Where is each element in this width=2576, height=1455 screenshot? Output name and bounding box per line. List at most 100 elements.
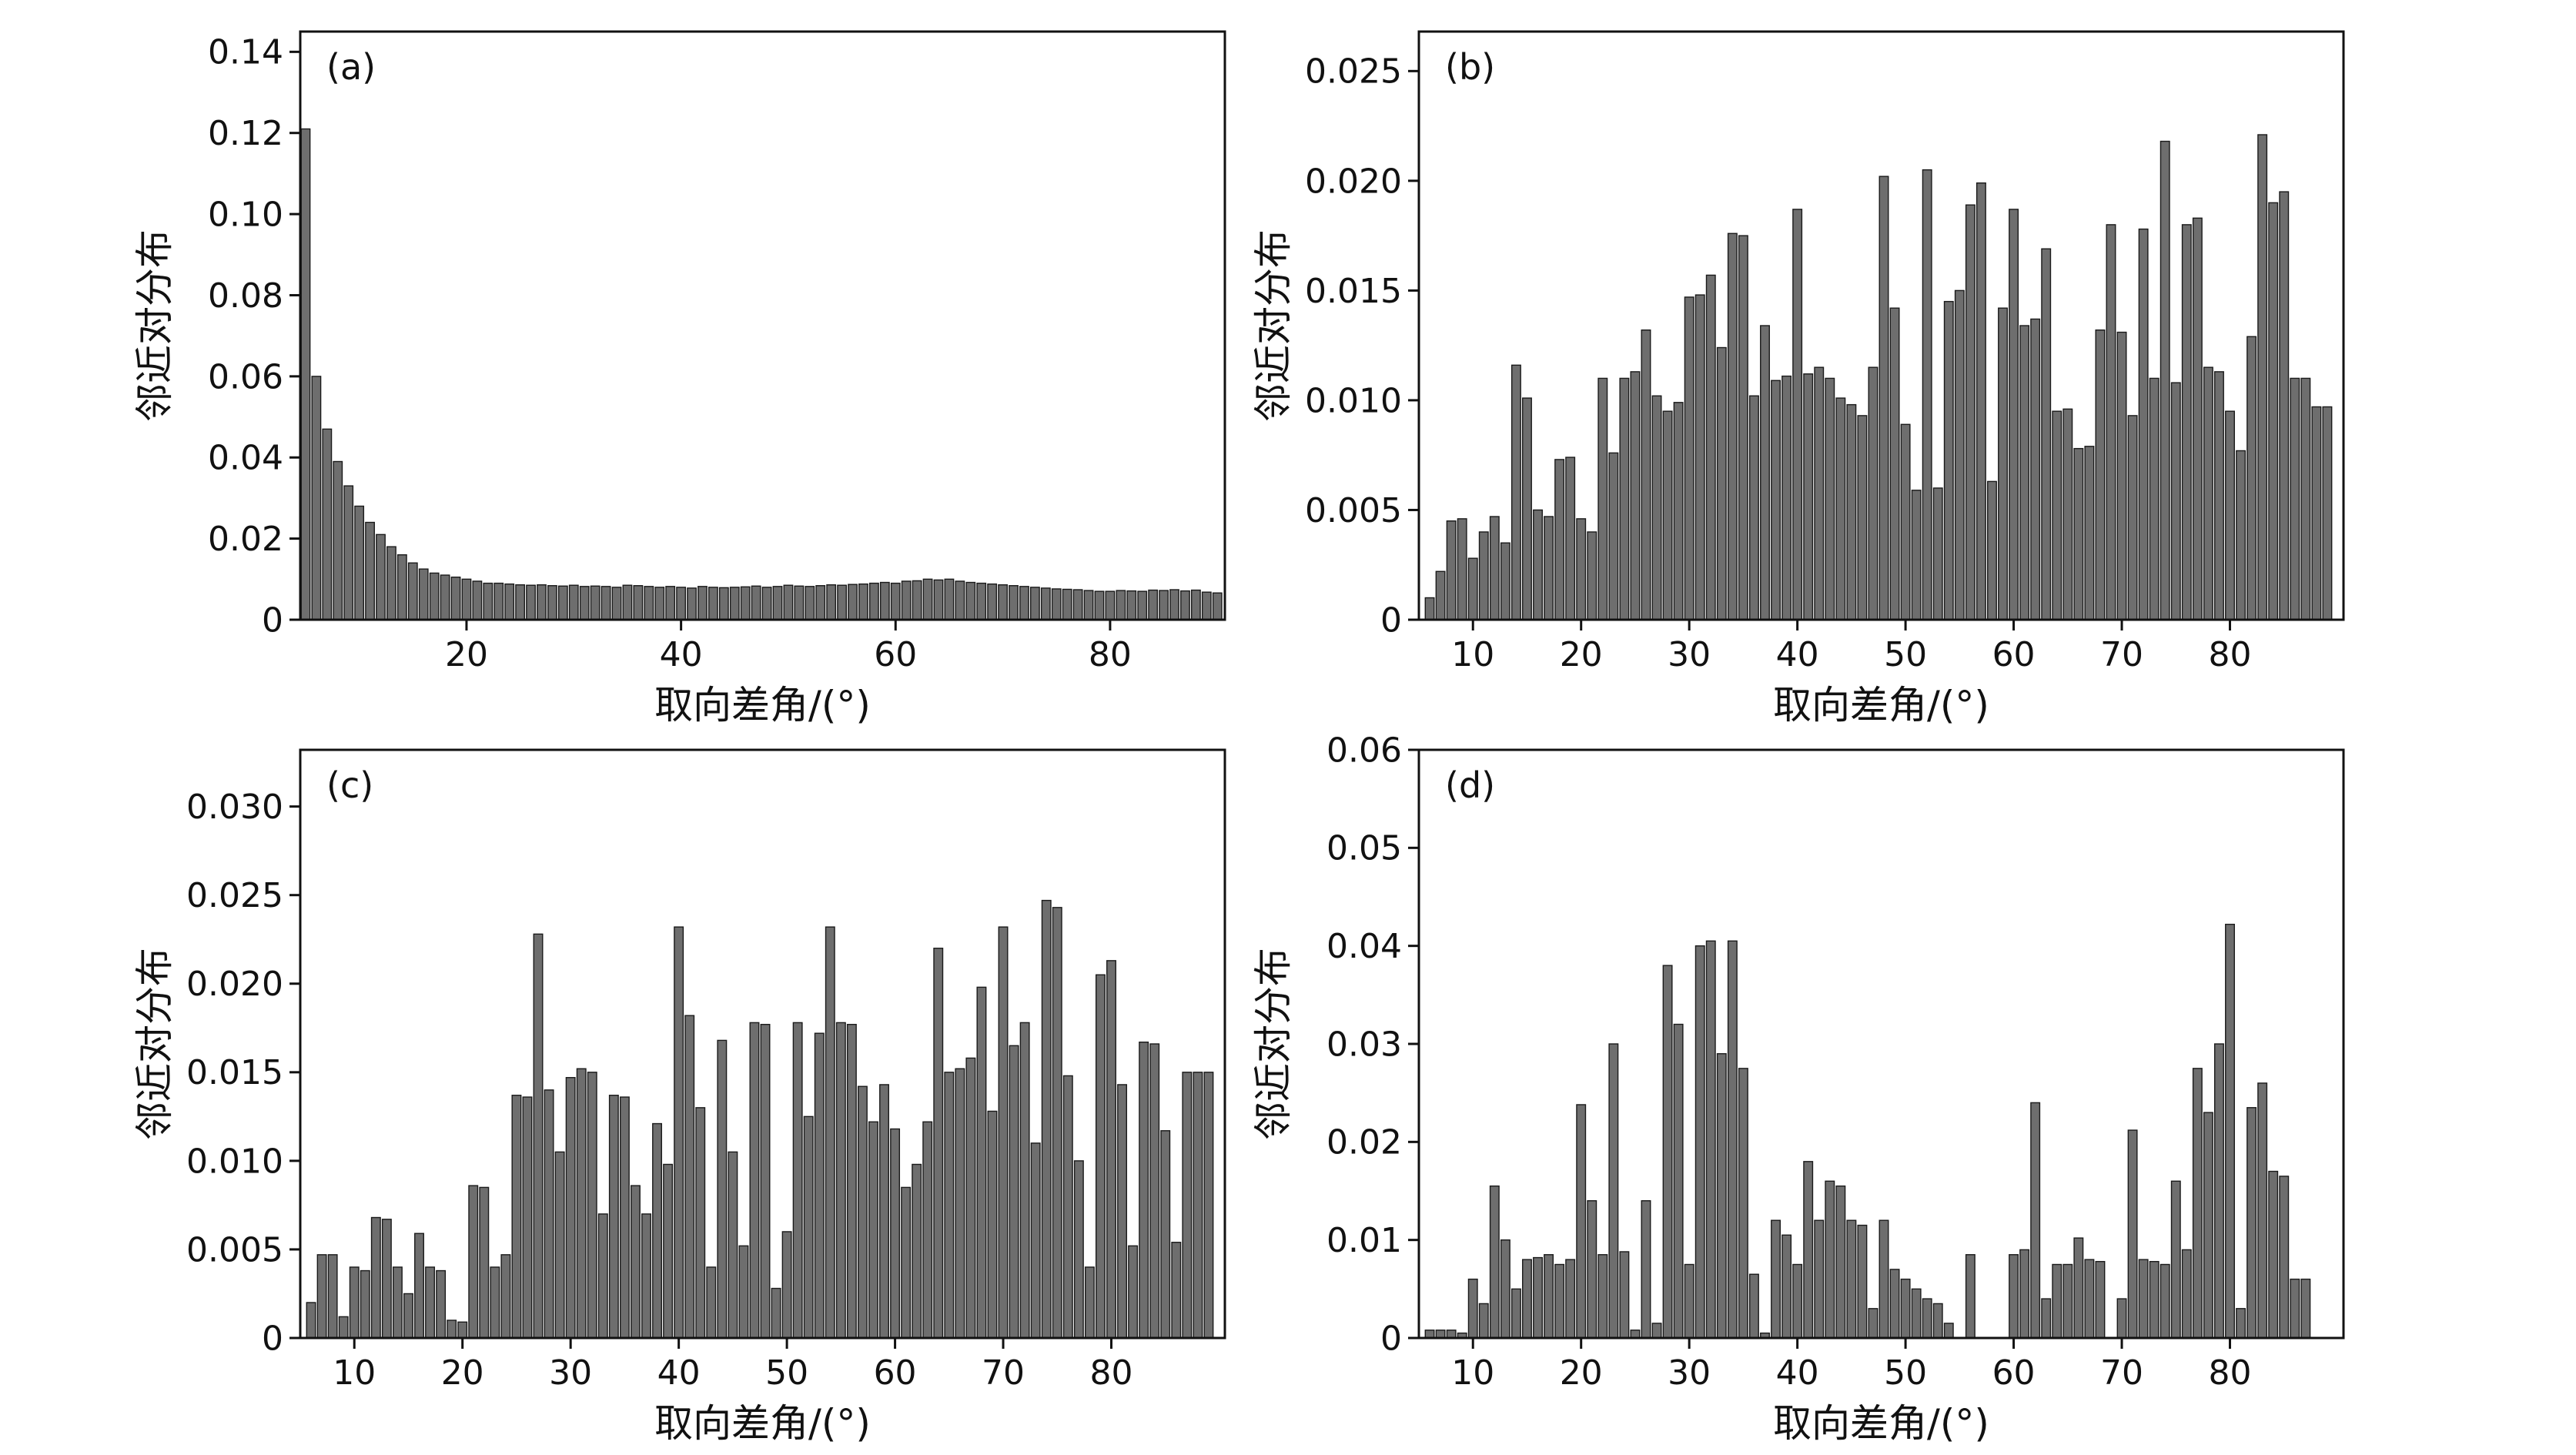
histogram-bar: [418, 568, 429, 620]
histogram-bar: [1203, 1071, 1214, 1339]
histogram-bar: [749, 1022, 760, 1339]
histogram-bar: [826, 584, 837, 620]
histogram-bar: [2052, 410, 2062, 620]
histogram-bar: [652, 1122, 663, 1339]
panel-d: 0 0.01 0.02 0.03 0.04 0.05 0.06 10 20 30 40 50 60 70 8…: [1242, 730, 2360, 1448]
histogram-panel-c: 0 0.005 0.010 0.015 0.020 0.025 0.030 10 20 30 40 5…: [132, 748, 1226, 1446]
histogram-bar: [2246, 336, 2257, 620]
histogram-bar: [1072, 589, 1083, 620]
histogram-bar: [835, 1022, 846, 1339]
histogram-bar: [436, 1269, 447, 1339]
histogram-bar: [1116, 590, 1126, 620]
histogram-bar: [684, 1015, 695, 1339]
histogram-bar: [1684, 1263, 1694, 1339]
x-tick-label: 10: [1451, 635, 1494, 674]
histogram-bar: [2300, 1278, 2311, 1339]
histogram-bar: [2041, 1298, 2052, 1339]
panel-a: 0 0.02 0.04 0.06 0.08 0.10 0.12 0.14 20 40 60 80 (a)…: [123, 12, 1242, 730]
histogram-bar: [1062, 589, 1072, 620]
x-tick-label: 50: [765, 1353, 808, 1393]
histogram-bar: [306, 1302, 316, 1339]
histogram-bar: [794, 585, 805, 620]
histogram-bar: [461, 578, 472, 620]
panel-letter: (d): [1445, 764, 1495, 806]
histogram-bar: [2279, 191, 2290, 620]
histogram-bar: [933, 947, 944, 1339]
histogram-bar: [1781, 1234, 1792, 1339]
y-tick-label: 0.06: [208, 358, 283, 397]
histogram-bar: [2300, 377, 2311, 620]
histogram-bar: [1922, 169, 1932, 620]
histogram-bar: [665, 586, 676, 620]
histogram-bar: [1771, 380, 1781, 620]
histogram-bar: [1105, 590, 1116, 620]
histogram-panel-a: 0 0.02 0.04 0.06 0.08 0.10 0.12 0.14 20 40 60 80 (a)…: [132, 30, 1226, 728]
x-tick-label: 20: [1560, 1353, 1603, 1393]
histogram-bar: [2181, 1249, 2192, 1339]
histogram-bar: [1554, 1263, 1565, 1339]
histogram-bar: [674, 926, 684, 1339]
panel-c: 0 0.005 0.010 0.015 0.020 0.025 0.030 10 20 30 40 5…: [123, 730, 1242, 1448]
histogram-bar: [1467, 557, 1478, 620]
histogram-bar: [1510, 1288, 1521, 1339]
histogram-bar: [407, 562, 418, 620]
histogram-bar: [1159, 590, 1169, 620]
histogram-bar: [879, 582, 890, 620]
histogram-bar: [1424, 597, 1435, 620]
histogram-bar: [611, 587, 622, 620]
histogram-bar: [1814, 366, 1825, 620]
histogram-bar: [376, 534, 386, 620]
histogram-bar: [2279, 1175, 2290, 1339]
histogram-bar: [1965, 204, 1975, 620]
histogram-bar: [1424, 1329, 1435, 1339]
histogram-bar: [354, 506, 365, 620]
x-axis-b: 10 20 30 40 50 60 70 80: [1451, 620, 2252, 674]
y-tick-label: 0: [1380, 601, 1402, 641]
histogram-bar: [2203, 1112, 2213, 1339]
y-axis-b: 0 0.005 0.010 0.015 0.020 0.025: [1305, 52, 1419, 641]
x-tick-label: 20: [445, 635, 488, 674]
histogram-bar: [1117, 1083, 1128, 1339]
histogram-bar: [1932, 1303, 1943, 1339]
histogram-bar: [837, 584, 848, 620]
x-tick-label: 60: [874, 635, 917, 674]
histogram-bar: [1128, 1245, 1139, 1339]
histogram-bar: [450, 577, 461, 620]
histogram-bar: [483, 583, 493, 620]
histogram-bar: [2095, 329, 2106, 620]
histogram-bar: [976, 986, 987, 1339]
histogram-bar: [1500, 1239, 1510, 1339]
histogram-bar: [1878, 1219, 1889, 1339]
histogram-bar: [533, 933, 544, 1339]
histogram-bar: [1576, 1104, 1587, 1339]
histogram-bar: [1705, 274, 1716, 620]
histogram-bar: [1998, 307, 2008, 620]
histogram-bar: [641, 1212, 651, 1339]
y-axis-title: 邻近对分布: [1251, 229, 1296, 422]
x-axis-title: 取向差角/(°): [654, 683, 871, 728]
histogram-bar: [1597, 377, 1608, 620]
histogram-bar: [1051, 588, 1062, 620]
histogram-bar: [781, 1230, 792, 1339]
plot-frame: [1417, 30, 2345, 621]
histogram-bar: [1619, 377, 1630, 620]
histogram-bar: [1630, 371, 1641, 620]
histogram-bar: [1868, 366, 1878, 620]
histogram-bar: [1019, 586, 1029, 620]
histogram-bar: [1943, 301, 1954, 620]
histogram-bar: [327, 1253, 338, 1339]
x-tick-label: 50: [1884, 635, 1927, 674]
histogram-bar: [2159, 1263, 2170, 1339]
histogram-bar: [2322, 406, 2333, 620]
histogram-bar: [601, 586, 611, 620]
histogram-bar: [1651, 1322, 1662, 1339]
bars-c: [306, 899, 1214, 1339]
histogram-bar: [1190, 590, 1201, 620]
histogram-bar: [1781, 376, 1792, 620]
histogram-bar: [468, 1185, 479, 1339]
histogram-bar: [2019, 325, 2030, 620]
histogram-bar: [1446, 1329, 1457, 1339]
histogram-bar: [955, 580, 965, 620]
plot-frame: [299, 30, 1226, 621]
